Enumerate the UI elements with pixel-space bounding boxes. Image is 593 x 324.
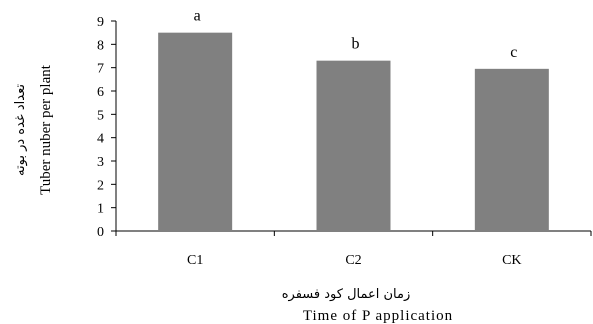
y-axis-label-persian: تعداد غده در بوته — [13, 84, 28, 176]
x-axis: C1 C2 CK — [115, 230, 592, 268]
y-tick-label: 5 — [97, 108, 104, 123]
y-tick-label: 1 — [97, 202, 104, 217]
bars: a b c — [158, 8, 549, 231]
y-tick-label: 0 — [97, 225, 104, 240]
significance-letter: a — [194, 8, 201, 25]
y-axis-label: Tuber nuber per plant — [38, 64, 54, 195]
y-axis: 0 1 2 3 4 5 6 7 8 9 — [97, 15, 117, 240]
bar-ck — [474, 68, 549, 231]
significance-letter: b — [352, 36, 360, 53]
y-tick-label: 9 — [97, 15, 104, 30]
x-category-label: C1 — [187, 253, 203, 268]
y-tick-label: 2 — [97, 178, 104, 193]
y-tick-label: 7 — [97, 62, 104, 77]
significance-letter: c — [510, 44, 517, 61]
x-axis-label: Time of P application — [303, 308, 453, 324]
x-axis-label-persian: زمان اعمال کود فسفره — [282, 287, 411, 302]
x-category-label: CK — [502, 253, 521, 268]
y-tick-label: 6 — [97, 85, 104, 100]
y-tick-label: 4 — [97, 132, 104, 147]
bar-c1 — [158, 32, 233, 231]
y-tick-label: 3 — [97, 155, 104, 170]
bar-c2 — [316, 60, 391, 231]
x-category-label: C2 — [345, 253, 361, 268]
y-tick-label: 8 — [97, 38, 104, 53]
